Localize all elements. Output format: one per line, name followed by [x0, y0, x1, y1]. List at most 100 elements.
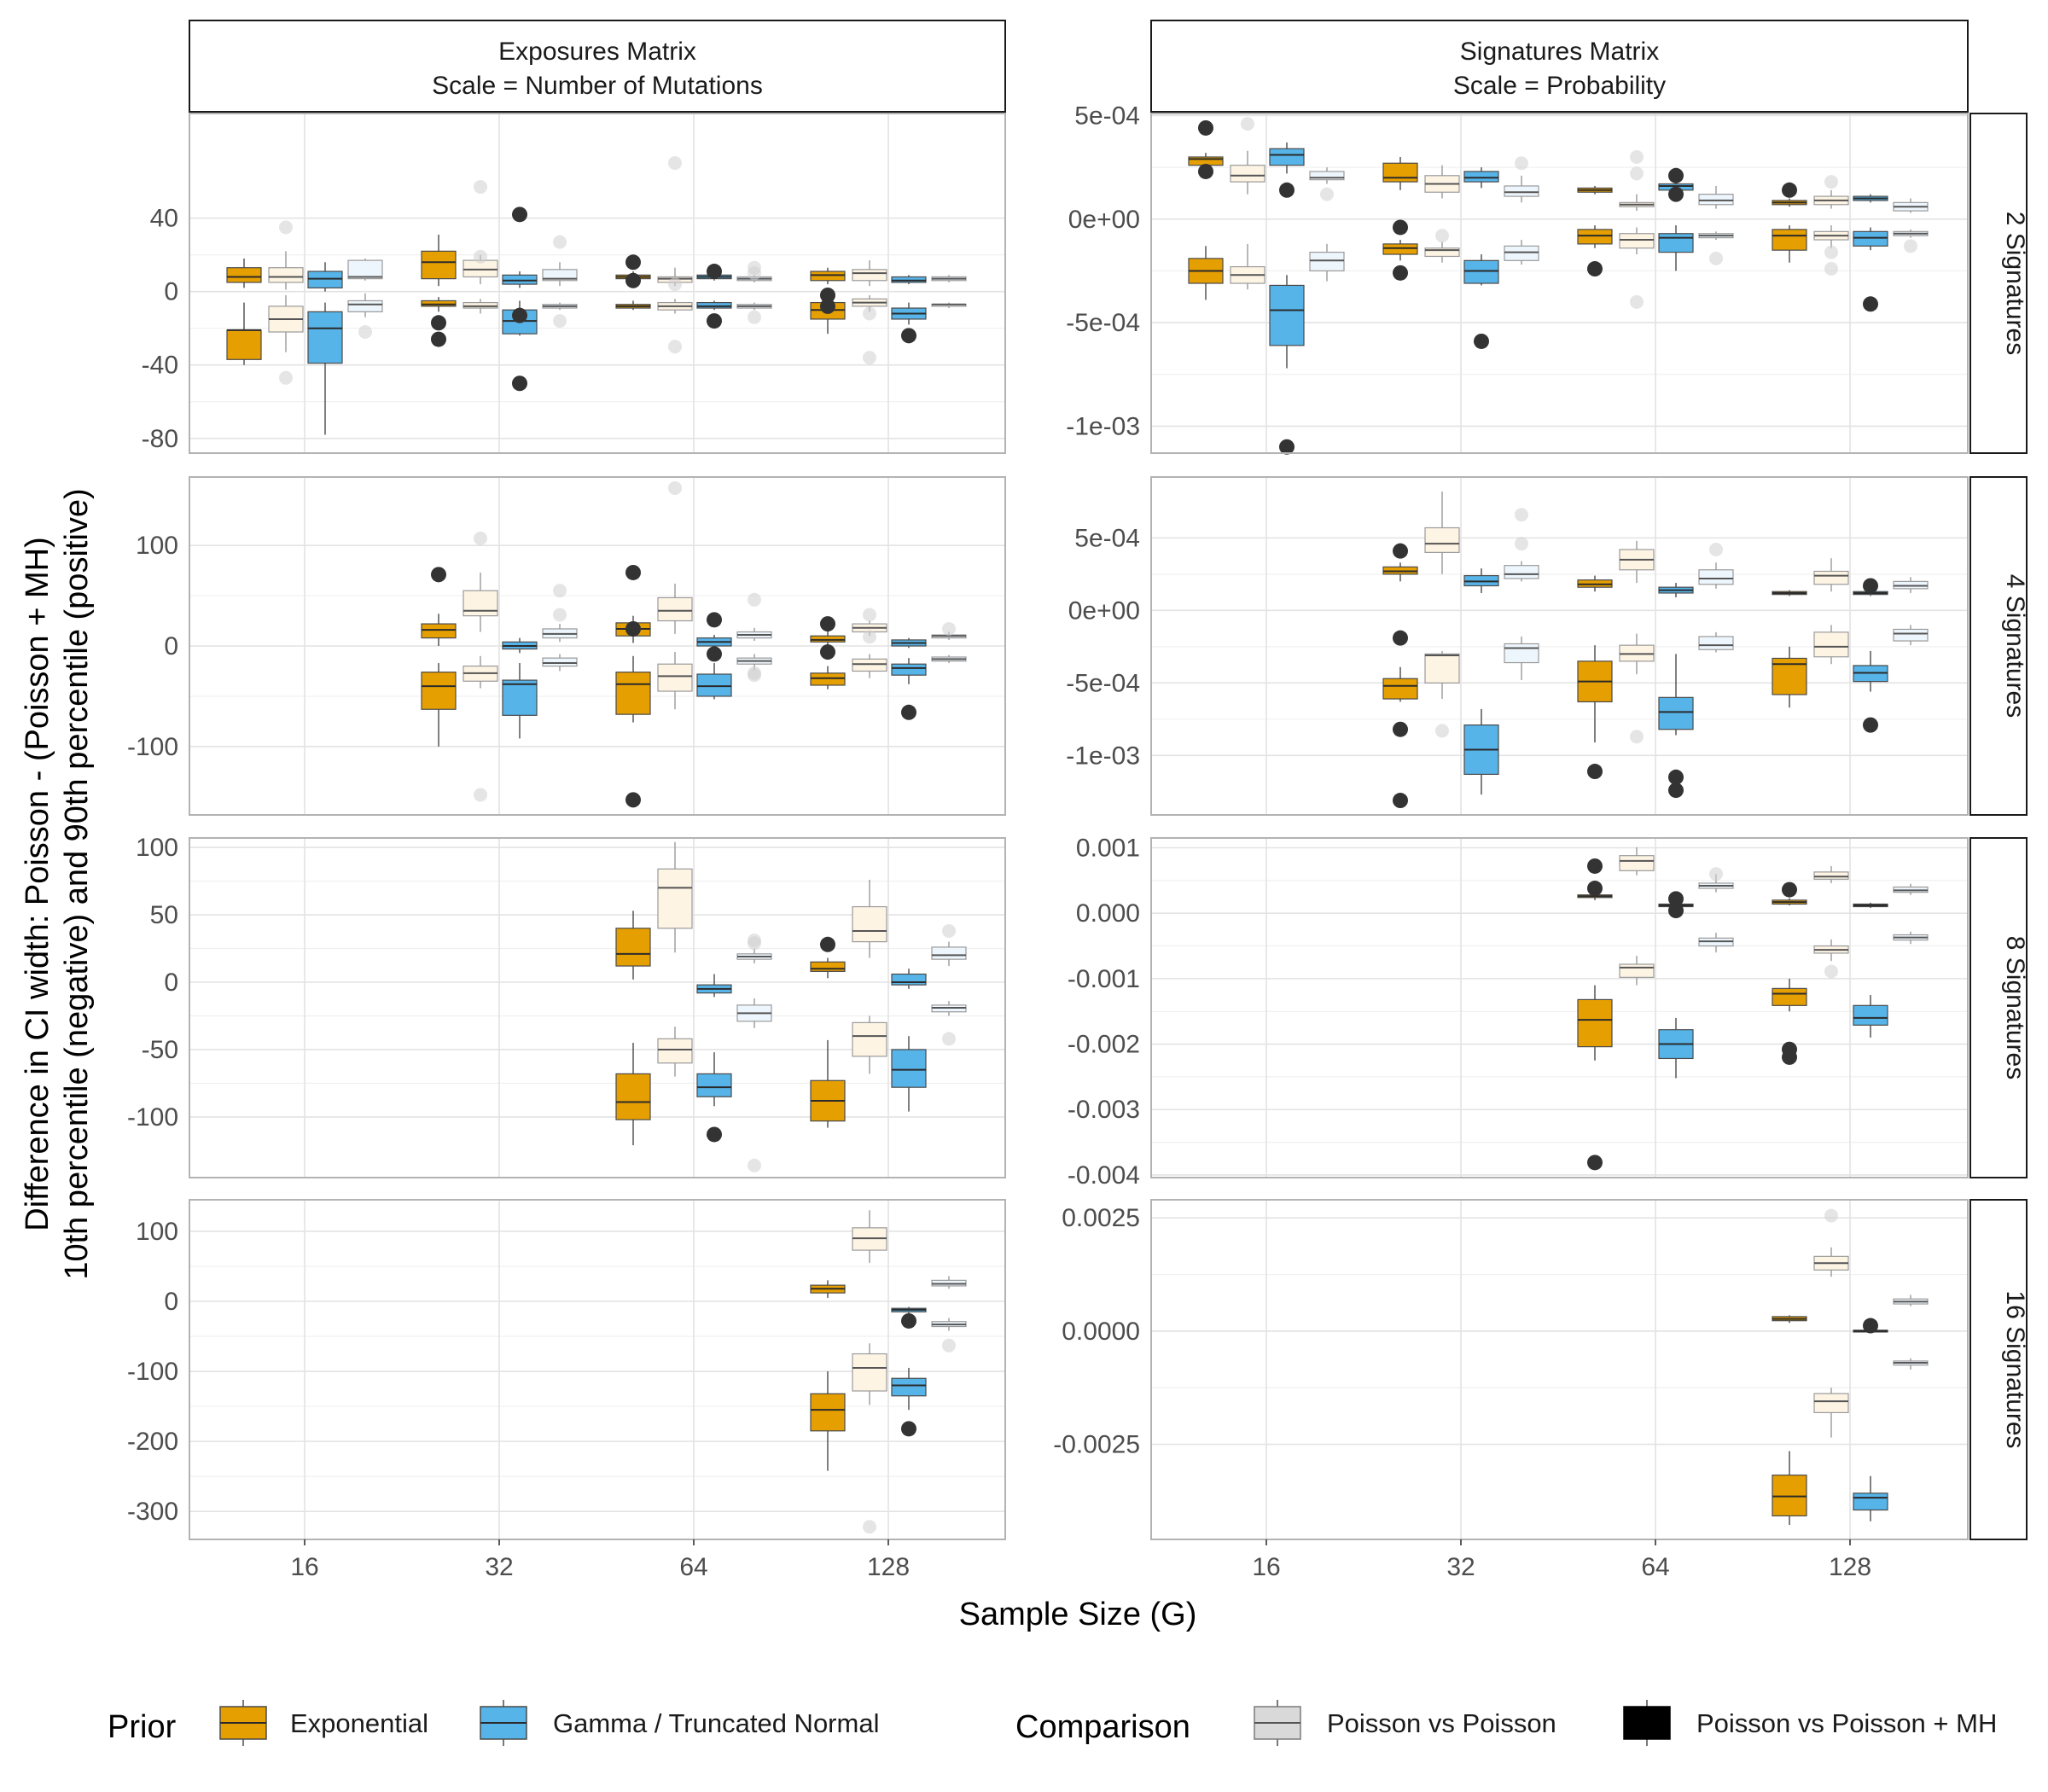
outlier-point [820, 298, 835, 314]
row-strip-2: 8 Signatures [1969, 837, 2029, 1178]
box-128-s0 [810, 1280, 846, 1471]
box-64-s1 [657, 156, 693, 354]
outlier-point [707, 1126, 722, 1143]
legend-label-gamma: Gamma / Truncated Normal [553, 1708, 879, 1738]
box-32-s2 [502, 637, 538, 739]
box-neg [1772, 1475, 1807, 1517]
outlier-point [1320, 187, 1334, 201]
box-128-s3 [1893, 577, 1929, 646]
panel-background [189, 838, 1005, 1178]
box-neg [502, 679, 538, 716]
box-64-s3 [1698, 867, 1734, 953]
box-neg [615, 1073, 651, 1120]
panel-r1-c1: 5e-04 0e+00 -5e-04 -1e-03 [1066, 476, 1969, 816]
legend-key-poisson-vs-poisson-mh [1623, 1700, 1671, 1746]
box-128-s1 [1813, 558, 1849, 665]
box-neg [542, 657, 578, 667]
box-128-s0 [810, 616, 846, 689]
outlier-point [901, 1312, 916, 1329]
outlier-point [512, 207, 527, 223]
box-neg [1382, 678, 1418, 700]
box-neg [1853, 1004, 1888, 1026]
y-tick-label: -5e-04 [1066, 309, 1140, 337]
box-neg [226, 329, 262, 360]
outlier-point [942, 621, 956, 636]
strip-label: Scale = Probability [1453, 72, 1666, 100]
box-64-s3 [736, 592, 772, 683]
box-neg [615, 672, 651, 715]
outlier-point [431, 331, 446, 347]
box-pos [1382, 162, 1418, 183]
box-neg [1504, 245, 1539, 261]
box-pos [1269, 148, 1305, 166]
y-tick-label: -1e-03 [1066, 412, 1140, 440]
box-neg [307, 311, 343, 364]
box-128-s2 [1853, 194, 1888, 312]
strip-label: Exposures Matrix [498, 38, 696, 66]
outlier-point [901, 1421, 916, 1437]
x-tick-label: 64 [679, 1553, 707, 1581]
outlier-point [625, 792, 641, 808]
box-neg [1893, 628, 1929, 642]
box-pos [1698, 569, 1734, 585]
outlier-point [1668, 769, 1684, 785]
outlier-point [1668, 783, 1684, 799]
box-neg [1813, 1393, 1849, 1414]
outlier-point [625, 620, 641, 637]
outlier-point [1709, 542, 1723, 556]
box-64-s2 [696, 612, 732, 700]
outlier-point [1782, 881, 1797, 898]
outlier-point [707, 313, 722, 329]
box-neg [810, 1393, 846, 1432]
box-64-s2 [1658, 891, 1694, 1079]
strip-label: 16 Signatures [2001, 1290, 2029, 1448]
outlier-point [863, 306, 876, 321]
box-128-s2 [891, 275, 927, 344]
x-tick-label: 16 [1252, 1553, 1280, 1581]
y-tick-label: 50 [150, 901, 178, 929]
strip-box [1969, 476, 2028, 816]
outlier-point [748, 310, 761, 324]
box-64-s2 [696, 974, 732, 1143]
box-128-s1 [852, 879, 887, 1074]
y-tick-label: 5e-04 [1074, 524, 1140, 552]
box-pos [891, 973, 927, 986]
y-tick-label: 40 [150, 205, 178, 233]
outlier-point [1393, 793, 1408, 809]
box-pos [891, 276, 927, 283]
outlier-point [1587, 1155, 1603, 1171]
outlier-point [1393, 265, 1408, 281]
outlier-point [1782, 1049, 1797, 1065]
strip-label: Scale = Number of Mutations [432, 72, 763, 100]
box-32-s0 [421, 567, 457, 747]
box-pos [542, 269, 578, 282]
panel-r0-c0: 40 0 -40 -80 [142, 113, 1006, 454]
outlier-point [863, 351, 876, 365]
box-128-s1 [1813, 1208, 1849, 1438]
box-32-s2 [502, 207, 538, 392]
outlier-point [279, 220, 293, 235]
panel-r3-c0: 100 0 -100 -200 -300 [127, 1199, 1006, 1540]
outlier-point [1393, 630, 1408, 646]
panel-border [1150, 837, 1969, 1178]
row-strip-0: 2 Signatures [1969, 113, 2029, 454]
outlier-point [1630, 166, 1644, 181]
y-axis-title-line: Difference in CI width: Poisson - (Poiss… [20, 537, 55, 1231]
box-16-s0 [226, 258, 262, 365]
box-pos [615, 928, 651, 967]
y-tick-label: 0.001 [1076, 835, 1140, 863]
outlier-point [707, 646, 722, 662]
box-pos [1504, 565, 1539, 579]
box-32-s3 [542, 584, 578, 672]
outlier-point [1824, 245, 1838, 259]
box-128-s3 [931, 923, 967, 1046]
box-128-s2 [891, 969, 927, 1112]
box-64-s0 [615, 911, 651, 1146]
box-64-s3 [736, 934, 772, 1172]
box-128-s1 [1813, 175, 1849, 276]
outlier-point [1241, 117, 1254, 131]
box-neg [657, 1038, 693, 1064]
box-neg [1853, 230, 1888, 247]
outlier-point [1630, 730, 1644, 744]
outlier-point [1474, 333, 1489, 349]
